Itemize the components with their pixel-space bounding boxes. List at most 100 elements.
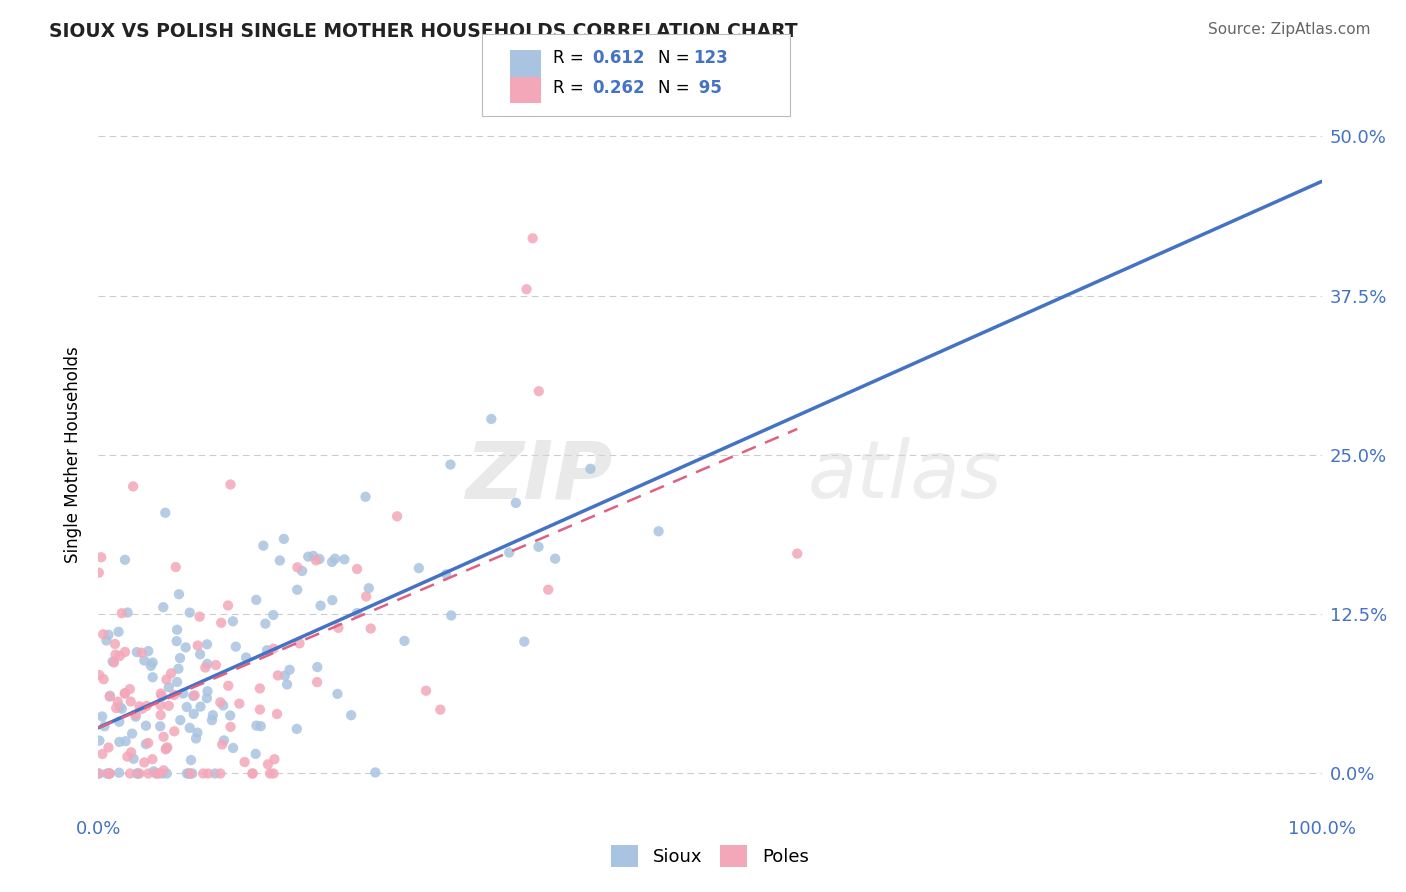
Point	[117, 606, 139, 620]
Point	[180, 753, 202, 767]
Point	[155, 741, 177, 756]
Point	[242, 766, 264, 780]
Point	[98, 690, 121, 704]
Point	[96, 766, 118, 780]
Point	[197, 684, 219, 698]
Point	[415, 683, 437, 698]
Point	[364, 765, 387, 780]
Point	[249, 719, 271, 733]
Point	[90, 550, 112, 565]
Point	[434, 567, 457, 582]
Point	[87, 766, 110, 780]
Point	[141, 752, 163, 766]
Point	[201, 708, 224, 723]
Point	[152, 764, 174, 778]
Point	[209, 695, 232, 709]
Point	[346, 562, 368, 576]
Point	[205, 658, 228, 673]
Legend: Sioux, Poles: Sioux, Poles	[605, 838, 815, 874]
Point	[166, 623, 188, 637]
Point	[125, 645, 148, 659]
Point	[91, 627, 114, 641]
Point	[204, 766, 226, 780]
Point	[249, 702, 271, 716]
Point	[167, 587, 190, 601]
Point	[385, 509, 408, 524]
Point	[516, 282, 538, 296]
Point	[108, 700, 131, 714]
Point	[394, 633, 416, 648]
Point	[149, 686, 172, 700]
Point	[323, 551, 346, 566]
Text: R =: R =	[553, 49, 589, 67]
Point	[269, 553, 291, 567]
Point	[101, 655, 124, 669]
Point	[179, 721, 201, 735]
Point	[176, 700, 198, 714]
Point	[219, 477, 242, 491]
Point	[184, 731, 207, 746]
Point	[120, 695, 142, 709]
Point	[235, 650, 257, 665]
Y-axis label: Single Mother Households: Single Mother Households	[65, 347, 83, 563]
Point	[439, 458, 461, 472]
Point	[108, 735, 131, 749]
Point	[505, 496, 527, 510]
Point	[305, 553, 328, 567]
Point	[128, 699, 150, 714]
Point	[103, 656, 125, 670]
Point	[201, 713, 224, 727]
Point	[212, 733, 235, 747]
Point	[155, 742, 177, 756]
Point	[142, 764, 165, 779]
Point	[183, 706, 205, 721]
Point	[160, 666, 183, 681]
Point	[87, 766, 110, 780]
Text: 0.612: 0.612	[592, 49, 644, 67]
Point	[146, 766, 169, 780]
Point	[193, 766, 215, 780]
Text: N =: N =	[658, 79, 695, 97]
Point	[91, 709, 114, 723]
Point	[104, 648, 127, 662]
Point	[211, 738, 233, 752]
Point	[135, 737, 157, 751]
Point	[174, 640, 197, 655]
Point	[150, 689, 173, 703]
Point	[135, 719, 157, 733]
Point	[537, 582, 560, 597]
Point	[479, 412, 502, 426]
Point	[124, 709, 146, 723]
Point	[340, 708, 363, 723]
Point	[333, 552, 356, 566]
Point	[259, 766, 281, 780]
Point	[96, 633, 118, 648]
Point	[104, 637, 127, 651]
Point	[288, 636, 311, 650]
Point	[97, 766, 120, 780]
Point	[152, 730, 174, 744]
Point	[544, 551, 567, 566]
Point	[149, 698, 172, 713]
Point	[217, 599, 239, 613]
Point	[354, 590, 377, 604]
Point	[360, 622, 382, 636]
Point	[135, 698, 157, 713]
Point	[181, 689, 204, 703]
Point	[122, 752, 145, 766]
Point	[155, 673, 177, 687]
Point	[108, 714, 131, 729]
Point	[150, 766, 173, 780]
Point	[266, 706, 288, 721]
Point	[498, 545, 520, 559]
Point	[166, 634, 188, 648]
Text: N =: N =	[658, 49, 695, 67]
Text: ZIP: ZIP	[465, 437, 612, 516]
Point	[195, 657, 218, 671]
Point	[124, 707, 146, 722]
Point	[142, 656, 165, 670]
Point	[276, 677, 298, 691]
Point	[249, 681, 271, 696]
Point	[165, 560, 187, 574]
Point	[786, 547, 808, 561]
